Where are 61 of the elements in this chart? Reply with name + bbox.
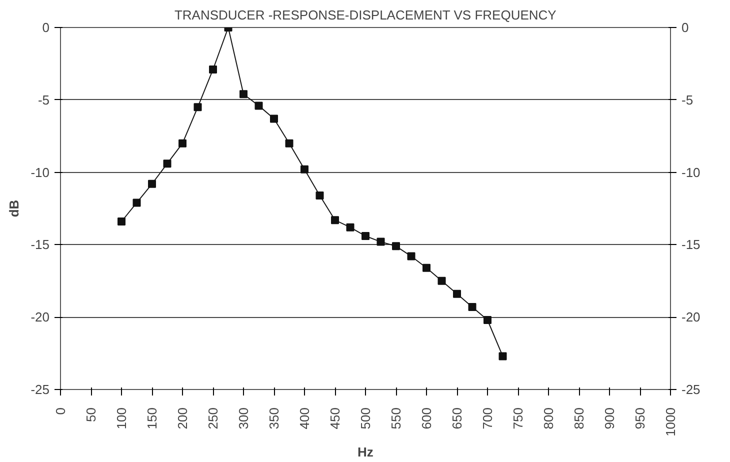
x-tick-label: 800 [541,407,556,430]
x-tick-label: 100 [114,407,129,430]
x-tick-label: 1000 [663,408,678,436]
x-tick-label: 200 [175,407,190,430]
x-tick-label: 150 [144,407,160,430]
x-tick-label: 0 [53,407,68,415]
point [240,90,248,98]
x-tick-label: 500 [358,407,373,430]
y-tick-label: -20 [30,310,50,325]
point [376,238,385,246]
y-axis-title: dB [6,200,22,218]
x-axis-title: Hz [358,444,374,460]
point [362,232,370,240]
point [194,103,202,112]
x-tick-label: 650 [450,407,464,430]
y-tick-label: -25 [30,382,50,397]
y-tick-label: -10 [30,164,50,180]
point [331,216,339,224]
y2-tick-label: -20 [682,310,700,325]
y2-tick-label: -15 [682,237,700,252]
point [438,276,446,285]
point [148,180,156,188]
y-tick-label: -15 [30,237,50,252]
x-tick-label: 550 [388,407,404,430]
point [285,139,294,148]
x-tick-label: 700 [480,407,495,430]
point [316,191,324,200]
point [163,160,172,168]
y-tick-label: 0 [42,20,50,35]
y2-tick-label: -25 [682,382,700,397]
point [392,242,400,250]
point [118,218,126,226]
point [453,290,461,298]
y2-tick-label: -10 [682,164,700,180]
x-tick-label: 50 [84,407,98,422]
point [468,302,476,311]
chart-title: TRANSDUCER -RESPONSE-DISPLACEMENT VS FREQUENCY [174,8,557,22]
point [254,102,263,110]
y-tick-label: -5 [38,92,50,108]
point [300,165,308,174]
x-tick-label: 600 [419,407,434,430]
point [132,198,141,207]
x-tick-label: 450 [328,407,342,430]
x-tick-label: 250 [206,407,220,430]
x-tick-label: 400 [297,407,312,430]
x-tick-label: 300 [236,407,251,430]
x-tick-label: 850 [572,407,586,430]
y2-tick-label: -5 [682,92,694,108]
y2-tick-label: 0 [682,20,689,35]
point [498,352,507,360]
point [346,223,354,232]
point [209,65,217,74]
x-tick-label: 350 [266,407,282,430]
x-tick-label: 750 [510,407,526,430]
x-tick-label: 950 [632,407,648,430]
point [270,114,278,123]
x-tick-label: 900 [602,407,617,430]
point [484,316,492,324]
point [407,252,416,260]
point [422,264,430,272]
point [178,139,186,148]
